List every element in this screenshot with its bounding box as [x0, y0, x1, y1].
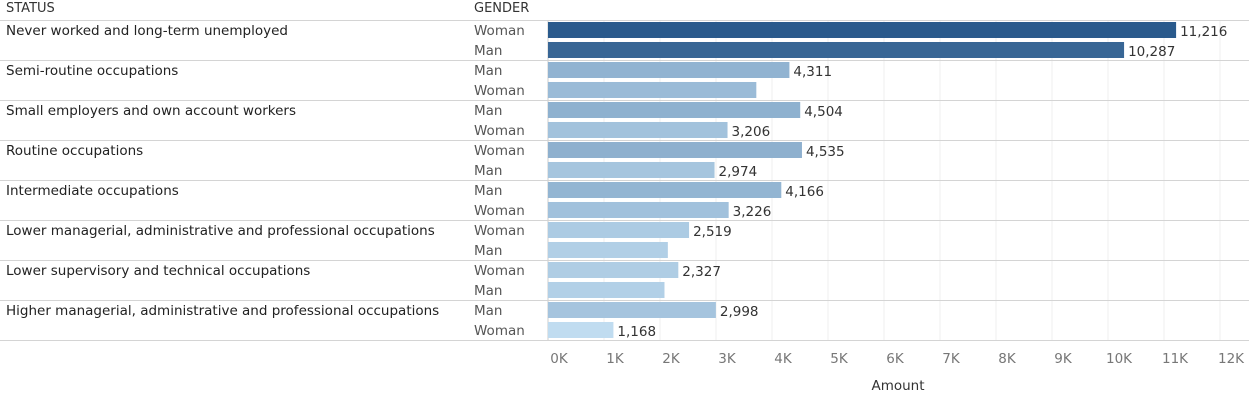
bar: [548, 102, 801, 118]
value-label: 1,168: [617, 324, 656, 340]
gender-label: Man: [474, 243, 502, 259]
gender-label: Man: [474, 283, 502, 299]
bar: [548, 222, 690, 238]
bar: [548, 42, 1125, 58]
x-tick-label: 9K: [1054, 351, 1073, 367]
bar: [548, 162, 715, 178]
bar: [548, 82, 757, 98]
gender-label: Woman: [474, 323, 525, 339]
gender-label: Woman: [474, 23, 525, 39]
bar: [548, 202, 729, 218]
x-tick-label: 0K: [550, 351, 569, 367]
value-label: 2,519: [693, 224, 732, 240]
status-label: Never worked and long-term unemployed: [6, 23, 288, 39]
gender-column-header: GENDER: [474, 1, 530, 16]
status-label: Higher managerial, administrative and pr…: [6, 303, 439, 319]
x-tick-label: 2K: [662, 351, 681, 367]
x-tick-label: 11K: [1162, 351, 1189, 367]
value-label: 2,998: [720, 304, 759, 320]
gender-label: Woman: [474, 83, 525, 99]
value-label: 2,974: [719, 164, 758, 180]
value-label: 4,504: [804, 104, 843, 120]
gender-label: Woman: [474, 263, 525, 279]
x-tick-label: 6K: [886, 351, 905, 367]
gender-label: Man: [474, 163, 502, 179]
x-tick-label: 7K: [942, 351, 961, 367]
x-tick-label: 5K: [830, 351, 849, 367]
gender-label: Man: [474, 43, 502, 59]
bar: [548, 282, 665, 298]
status-label: Lower supervisory and technical occupati…: [6, 263, 310, 279]
status-label: Small employers and own account workers: [6, 103, 296, 119]
value-label: 4,311: [793, 64, 832, 80]
gender-label: Man: [474, 103, 502, 119]
x-tick-label: 1K: [606, 351, 625, 367]
x-tick-label: 12K: [1218, 351, 1245, 367]
x-tick-label: 10K: [1106, 351, 1133, 367]
status-label: Intermediate occupations: [6, 183, 179, 199]
bar: [548, 62, 790, 78]
gender-label: Woman: [474, 143, 525, 159]
gender-label: Woman: [474, 203, 525, 219]
bar: [548, 122, 728, 138]
bar: [548, 262, 679, 278]
x-axis-title: Amount: [871, 378, 924, 394]
x-tick-label: 4K: [774, 351, 793, 367]
bar: [548, 142, 802, 158]
value-label: 3,206: [732, 124, 771, 140]
value-label: 10,287: [1128, 44, 1175, 60]
value-label: 2,327: [682, 264, 721, 280]
status-label: Routine occupations: [6, 143, 143, 159]
bar: [548, 22, 1177, 38]
value-label: 4,166: [785, 184, 824, 200]
gender-label: Man: [474, 63, 502, 79]
bar: [548, 242, 668, 258]
value-label: 11,216: [1180, 24, 1227, 40]
gender-label: Man: [474, 303, 502, 319]
status-label: Semi-routine occupations: [6, 63, 178, 79]
status-label: Lower managerial, administrative and pro…: [6, 223, 435, 239]
status-column-header: STATUS: [6, 1, 55, 16]
x-tick-label: 3K: [718, 351, 737, 367]
gender-label: Woman: [474, 123, 525, 139]
bar: [548, 322, 614, 338]
value-label: 4,535: [806, 144, 845, 160]
bar: [548, 182, 782, 198]
value-label: 3,226: [733, 204, 772, 220]
bar: [548, 302, 716, 318]
gender-label: Woman: [474, 223, 525, 239]
gender-label: Man: [474, 183, 502, 199]
x-tick-label: 8K: [998, 351, 1017, 367]
